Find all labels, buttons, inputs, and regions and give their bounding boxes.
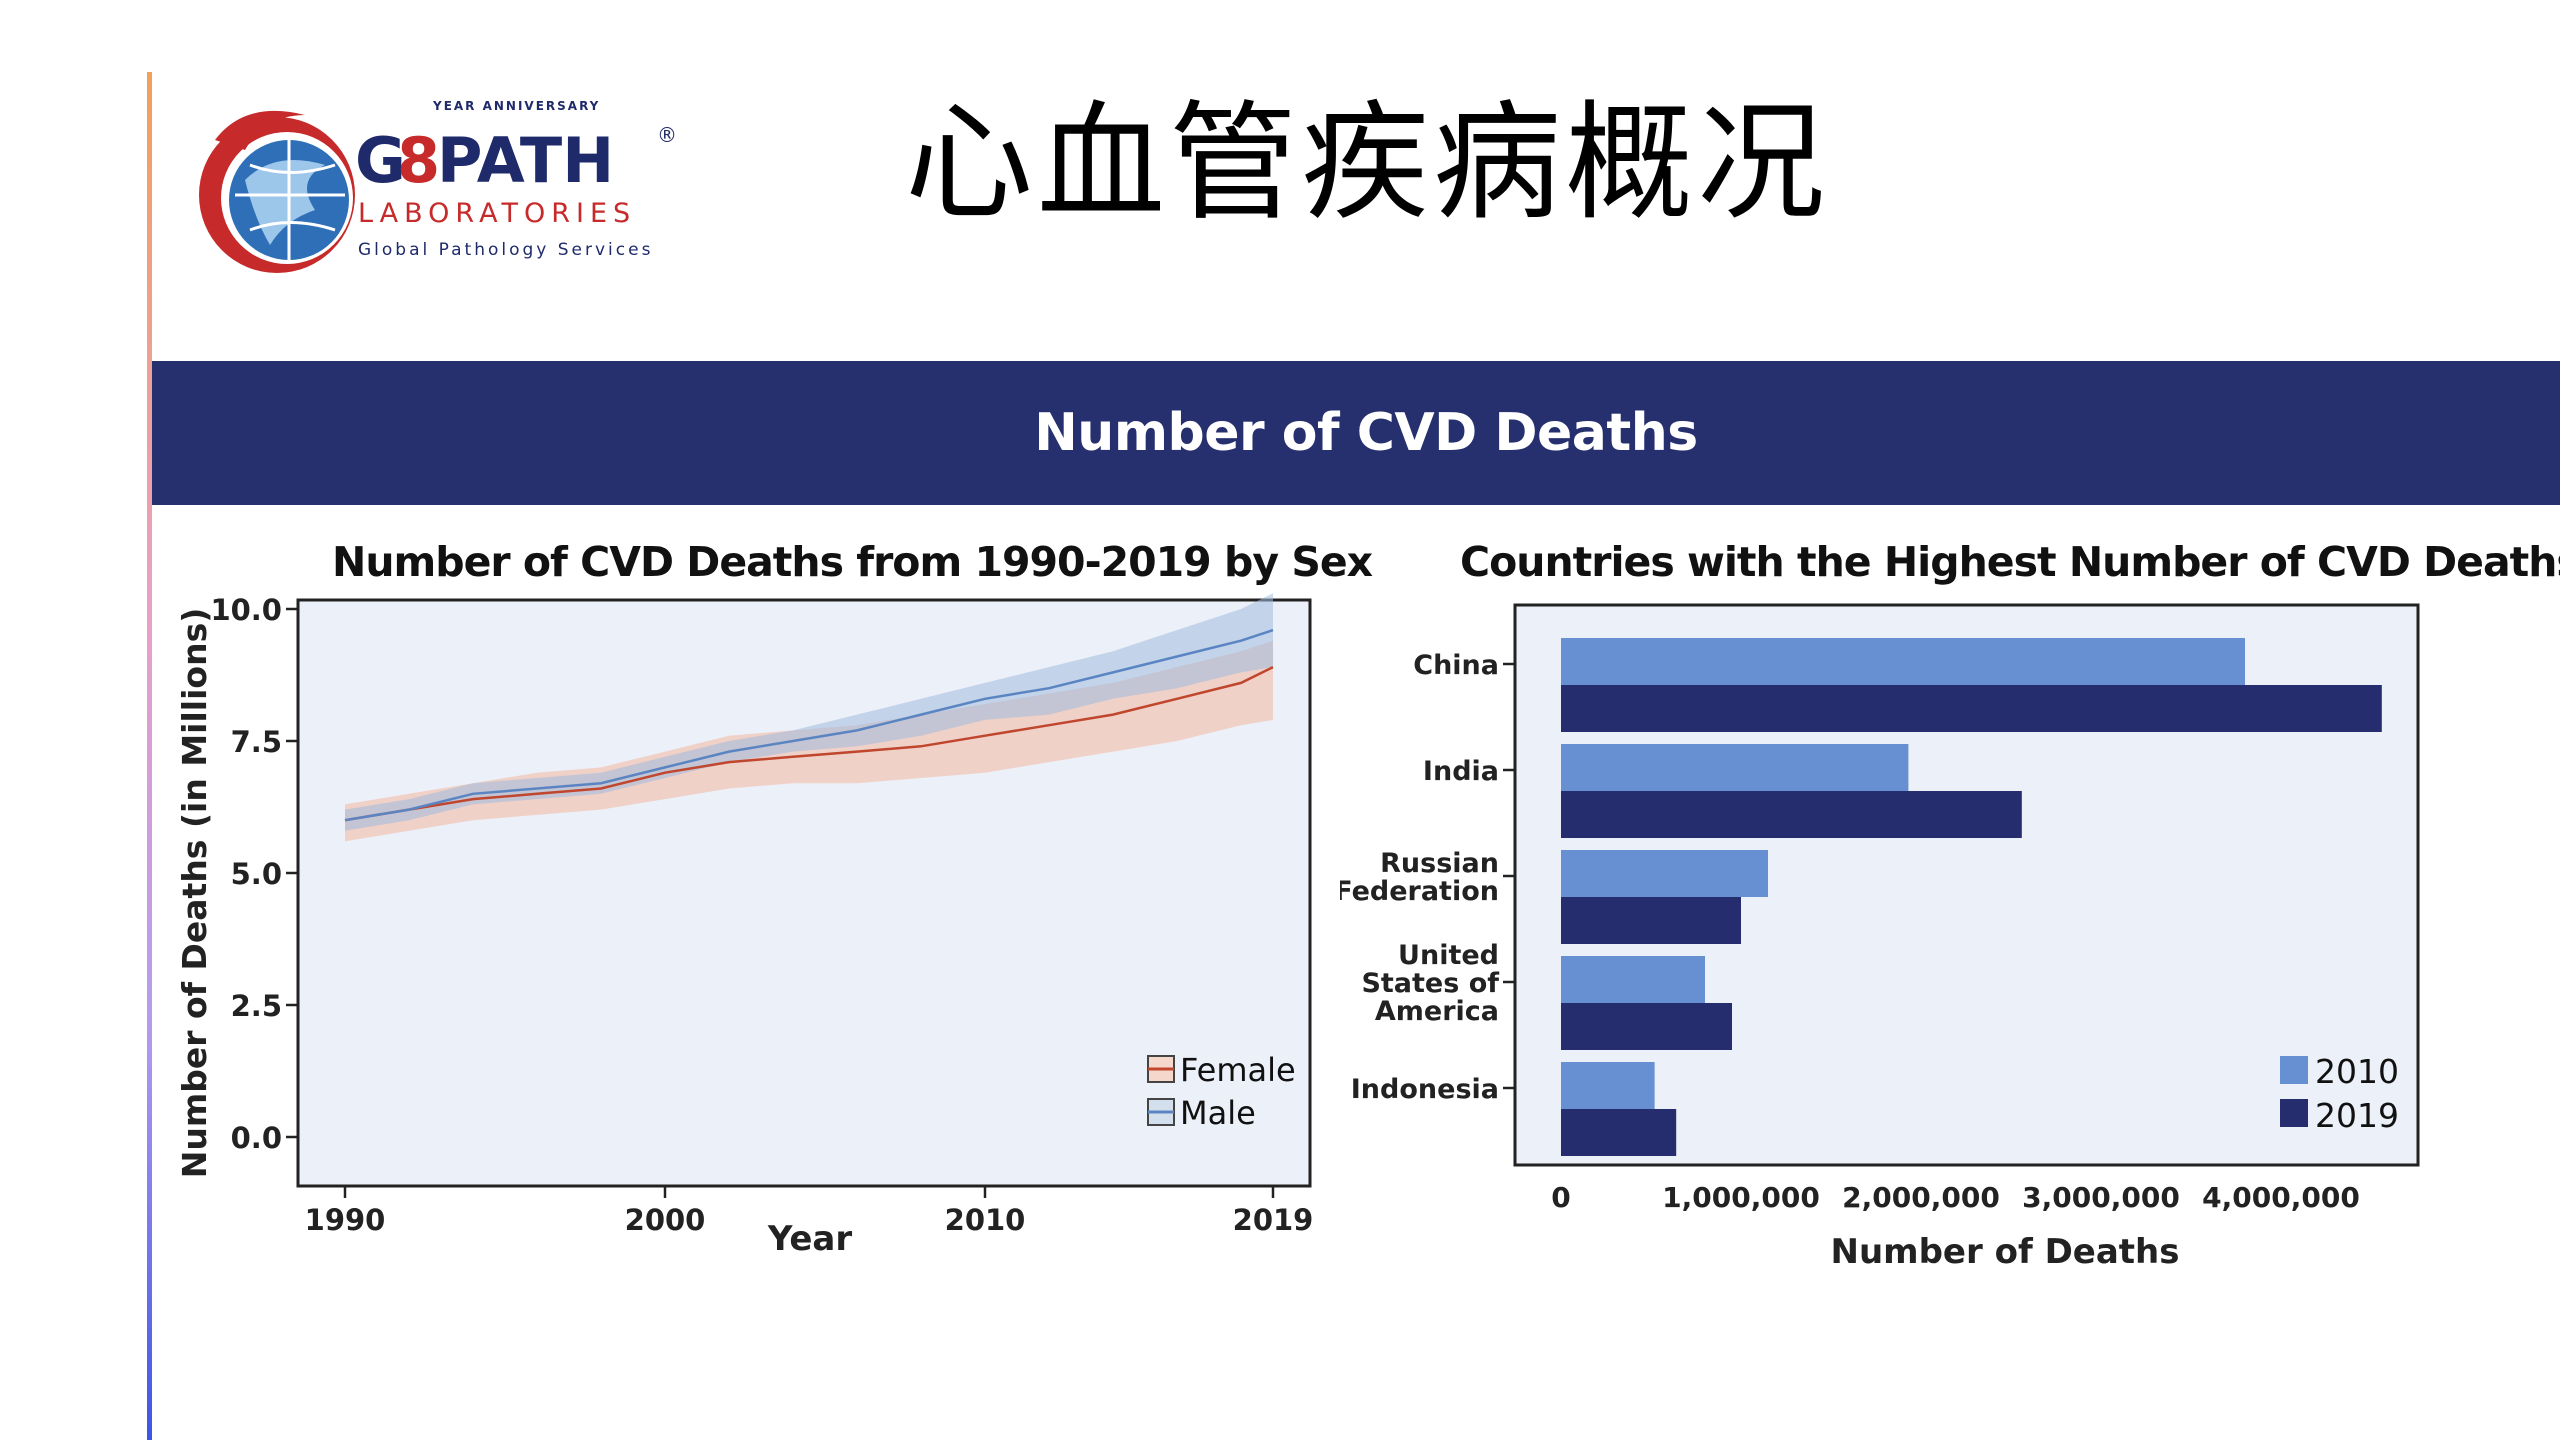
line-y-tick-label: 2.5 [231, 989, 282, 1023]
bar-category-label: States of [1361, 968, 1499, 999]
bar-category-label: China [1413, 650, 1499, 681]
bar-2010 [1561, 744, 1909, 791]
accent-line [147, 72, 152, 1440]
line-x-tick-label: 2019 [1233, 1203, 1314, 1237]
slide-title: 心血管疾病概况 [905, 89, 1830, 238]
bar-2019 [1561, 685, 2382, 732]
bar-x-tick-label: 3,000,000 [2022, 1181, 2180, 1214]
bar-2010 [1561, 638, 2245, 685]
gopath-logo: YEAR ANNIVERSARY G 8 PATH ® LABORATORIES… [199, 99, 677, 273]
bar-x-tick-label: 4,000,000 [2202, 1181, 2360, 1214]
bar-chart-title: Countries with the Highest Number of CVD… [1460, 538, 2560, 586]
legend-2010-swatch [2280, 1056, 2308, 1084]
line-y-tick-label: 0.0 [231, 1121, 282, 1155]
bar-2010 [1561, 850, 1768, 897]
line-y-tick-label: 10.0 [210, 593, 282, 627]
logo-brand-rest: PATH [437, 124, 614, 197]
bar-legend: 2010 2019 [2280, 1052, 2399, 1135]
bar-x-tick-label: 0 [1551, 1181, 1570, 1214]
bar-category-label: India [1423, 756, 1499, 787]
bar-x-axis-label: Number of Deaths [1831, 1232, 2180, 1272]
logo-sub2: Global Pathology Services [358, 240, 653, 260]
line-x-axis-label: Year [767, 1219, 853, 1259]
legend-2010-label: 2010 [2315, 1052, 2399, 1091]
bar-category-label: Indonesia [1351, 1074, 1499, 1105]
legend-male-label: Male [1180, 1094, 1256, 1132]
bar-2019 [1561, 897, 1741, 944]
line-y-axis-label: Number of Deaths (in Millions) [175, 608, 214, 1179]
bar-2019 [1561, 791, 2022, 838]
line-y-tick-label: 7.5 [231, 725, 282, 759]
legend-2019-swatch [2280, 1099, 2308, 1127]
line-female [344, 665, 1274, 822]
logo-brand-g: G [355, 124, 406, 197]
line-y-tick-label: 5.0 [231, 857, 282, 891]
logo-sub1: LABORATORIES [358, 198, 636, 229]
line-x-tick-label: 1990 [305, 1203, 386, 1237]
bar-category-label: America [1375, 996, 1499, 1027]
line-chart: 0.0 2.5 5.0 7.5 10.0 1990 2000 2010 2019 Year N… [175, 593, 1314, 1259]
globe-icon [199, 110, 355, 273]
bar-category-label: Federation [1340, 876, 1499, 907]
bar-x-tick-label: 1,000,000 [1662, 1181, 1820, 1214]
bar-2010 [1561, 1062, 1655, 1109]
section-banner: Number of CVD Deaths [152, 361, 2560, 505]
line-chart-title: Number of CVD Deaths from 1990-2019 by S… [332, 538, 1373, 586]
bar-category-label: Russian [1380, 848, 1499, 879]
banner-title: Number of CVD Deaths [1034, 403, 1698, 463]
line-x-tick-label: 2010 [945, 1203, 1026, 1237]
band-male [345, 593, 1273, 831]
bar-x-tick-label: 2,000,000 [1842, 1181, 2000, 1214]
bar-2019 [1561, 1003, 1732, 1050]
line-male [344, 628, 1274, 822]
bar-2019 [1561, 1109, 1677, 1156]
legend-female-label: Female [1180, 1051, 1296, 1089]
bar-category-label: United [1398, 940, 1499, 971]
line-legend: Female Male [1147, 1051, 1296, 1132]
logo-small-text: YEAR ANNIVERSARY [432, 99, 600, 113]
logo-registered: ® [657, 123, 677, 147]
legend-2019-label: 2019 [2315, 1096, 2399, 1135]
logo-brand-digit: 8 [397, 124, 440, 197]
line-x-tick-label: 2000 [625, 1203, 706, 1237]
bar-2010 [1561, 956, 1705, 1003]
